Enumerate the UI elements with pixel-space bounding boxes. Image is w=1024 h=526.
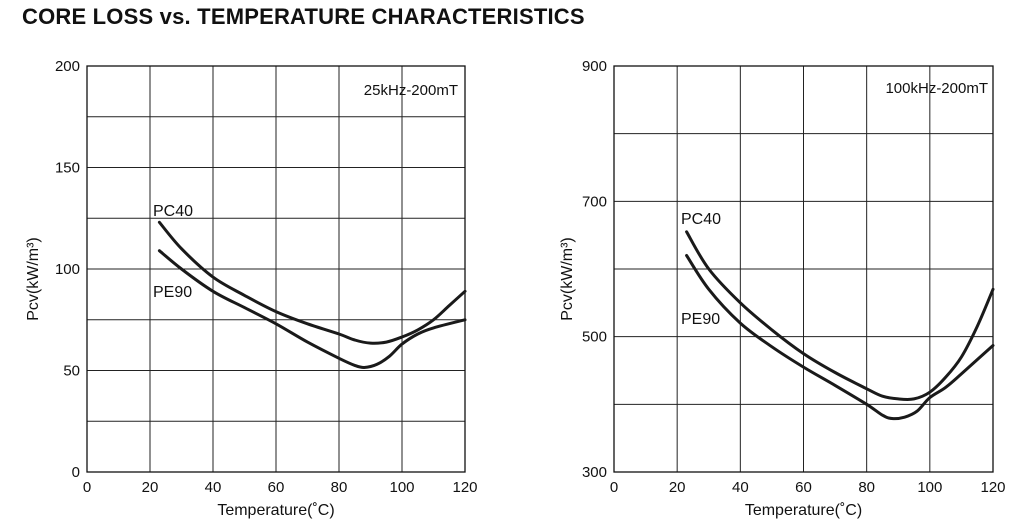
y-tick-label: 0: [72, 464, 80, 481]
x-tick-label: 100: [389, 479, 414, 496]
y-tick-label: 300: [582, 464, 607, 481]
series-label-pc40: PC40: [681, 211, 721, 228]
series-line-pe90: [157, 249, 467, 370]
chart-100khz: 0 20 40 60 80 100 120 300 500 700 900 Temperature(˚…: [559, 58, 1006, 519]
x-tick-label: 40: [205, 479, 222, 496]
x-tick-label: 60: [268, 479, 285, 496]
condition-label: 25kHz-200mT: [364, 82, 458, 99]
series-line-pe90: [685, 254, 995, 421]
y-tick-label: 900: [582, 58, 607, 75]
y-tick-label: 50: [63, 363, 80, 380]
x-tick-label: 0: [610, 479, 618, 496]
x-tick-label: 0: [83, 479, 91, 496]
x-tick-label: 60: [795, 479, 812, 496]
x-tick-label: 80: [858, 479, 875, 496]
plot-frame: [86, 65, 466, 473]
series-label-pe90: PE90: [153, 284, 192, 301]
series-label-pc40: PC40: [153, 203, 193, 220]
y-axis-label: Pcv(kW/m³): [25, 237, 42, 321]
x-tick-label: 20: [669, 479, 686, 496]
condition-label: 100kHz-200mT: [885, 80, 988, 97]
y-tick-label: 100: [55, 261, 80, 278]
series-line-pc40: [685, 230, 995, 402]
y-tick-label: 500: [582, 329, 607, 346]
chart-25khz: 0 20 40 60 80 100 120 0 50 100 150 200 Temperature(˚…: [25, 58, 478, 519]
x-axis-label: Temperature(˚C): [217, 502, 334, 519]
y-tick-label: 150: [55, 160, 80, 177]
plot-frame: [613, 65, 994, 473]
x-tick-label: 120: [452, 479, 477, 496]
x-tick-label: 20: [142, 479, 159, 496]
page-title: CORE LOSS vs. TEMPERATURE CHARACTERISTIC…: [22, 4, 585, 29]
x-tick-label: 40: [732, 479, 749, 496]
x-tick-label: 120: [980, 479, 1005, 496]
y-axis-label: Pcv(kW/m³): [559, 237, 576, 321]
x-tick-label: 100: [917, 479, 942, 496]
series-label-pe90: PE90: [681, 311, 720, 328]
series-line-pc40: [157, 220, 467, 345]
x-tick-label: 80: [331, 479, 348, 496]
x-axis-label: Temperature(˚C): [745, 502, 862, 519]
y-tick-label: 200: [55, 58, 80, 75]
y-tick-label: 700: [582, 193, 607, 210]
